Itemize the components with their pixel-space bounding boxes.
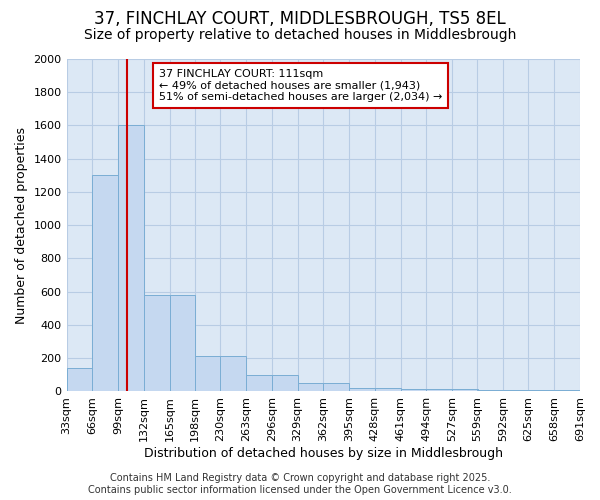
Bar	[67, 368, 92, 392]
Bar	[92, 176, 118, 392]
Bar	[298, 383, 323, 392]
Bar	[401, 390, 426, 392]
Text: Contains HM Land Registry data © Crown copyright and database right 2025.
Contai: Contains HM Land Registry data © Crown c…	[88, 474, 512, 495]
Bar	[170, 295, 195, 392]
X-axis label: Distribution of detached houses by size in Middlesbrough: Distribution of detached houses by size …	[144, 447, 503, 460]
Bar	[144, 295, 170, 392]
Bar	[529, 390, 554, 392]
Bar	[554, 390, 580, 392]
Bar	[246, 375, 272, 392]
Text: 37 FINCHLAY COURT: 111sqm
← 49% of detached houses are smaller (1,943)
51% of se: 37 FINCHLAY COURT: 111sqm ← 49% of detac…	[159, 69, 442, 102]
Bar	[426, 390, 452, 392]
Bar	[195, 356, 221, 392]
Text: 37, FINCHLAY COURT, MIDDLESBROUGH, TS5 8EL: 37, FINCHLAY COURT, MIDDLESBROUGH, TS5 8…	[94, 10, 506, 28]
Bar	[477, 390, 503, 392]
Bar	[272, 375, 298, 392]
Bar	[220, 356, 246, 392]
Bar	[375, 388, 401, 392]
Bar	[118, 126, 144, 392]
Bar	[452, 390, 478, 392]
Bar	[349, 388, 375, 392]
Bar	[503, 390, 529, 392]
Text: Size of property relative to detached houses in Middlesbrough: Size of property relative to detached ho…	[84, 28, 516, 42]
Bar	[323, 383, 349, 392]
Y-axis label: Number of detached properties: Number of detached properties	[15, 126, 28, 324]
